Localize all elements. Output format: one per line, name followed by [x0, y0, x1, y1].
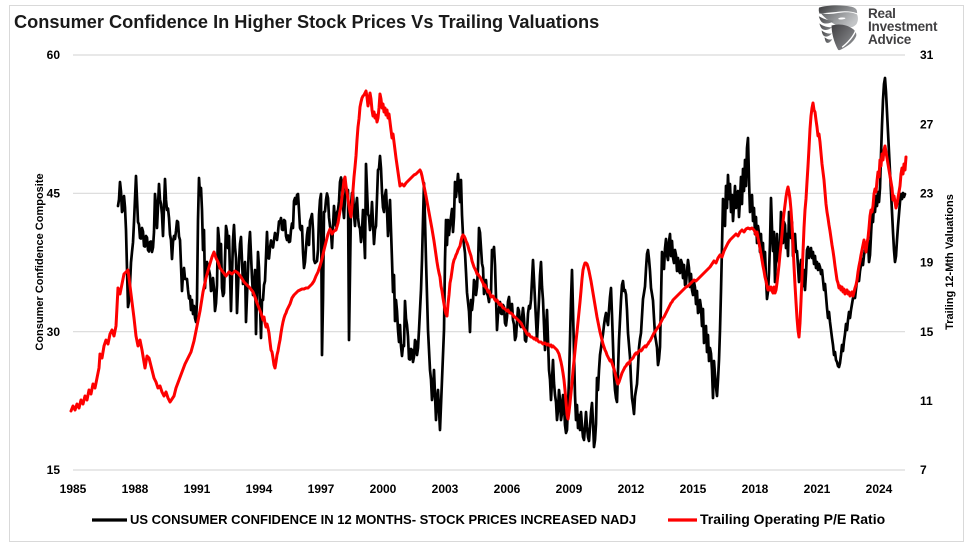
- svg-text:2012: 2012: [618, 482, 645, 496]
- svg-text:30: 30: [47, 325, 61, 339]
- svg-text:2015: 2015: [680, 482, 707, 496]
- svg-text:60: 60: [47, 48, 61, 62]
- svg-text:31: 31: [920, 48, 934, 62]
- svg-text:2003: 2003: [432, 482, 459, 496]
- svg-text:Trailing Operating P/E Ratio: Trailing Operating P/E Ratio: [700, 511, 885, 527]
- svg-text:23: 23: [920, 187, 934, 201]
- svg-text:1997: 1997: [308, 482, 335, 496]
- svg-text:Trailing 12-Mth Valuations: Trailing 12-Mth Valuations: [944, 194, 956, 330]
- svg-text:Investment: Investment: [868, 19, 938, 34]
- svg-text:Consumer Confidence Composite: Consumer Confidence Composite: [34, 173, 46, 350]
- svg-text:2009: 2009: [556, 482, 583, 496]
- svg-text:2000: 2000: [370, 482, 397, 496]
- svg-text:15: 15: [47, 463, 61, 477]
- svg-text:2018: 2018: [742, 482, 769, 496]
- svg-text:Real: Real: [868, 6, 896, 21]
- svg-text:1991: 1991: [184, 482, 211, 496]
- svg-text:7: 7: [920, 463, 927, 477]
- svg-text:2024: 2024: [866, 482, 893, 496]
- svg-text:2006: 2006: [494, 482, 521, 496]
- svg-text:1985: 1985: [60, 482, 87, 496]
- svg-text:2021: 2021: [804, 482, 831, 496]
- svg-text:19: 19: [920, 256, 934, 270]
- svg-text:US CONSUMER CONFIDENCE IN 12 M: US CONSUMER CONFIDENCE IN 12 MONTHS- STO…: [130, 512, 636, 527]
- svg-text:1994: 1994: [246, 482, 273, 496]
- svg-text:11: 11: [920, 394, 933, 408]
- svg-text:Advice: Advice: [868, 32, 912, 47]
- svg-text:Consumer Confidence In Higher: Consumer Confidence In Higher Stock Pric…: [14, 12, 599, 32]
- svg-text:1988: 1988: [122, 482, 149, 496]
- svg-text:15: 15: [920, 325, 934, 339]
- svg-text:27: 27: [920, 117, 934, 131]
- svg-text:45: 45: [47, 187, 61, 201]
